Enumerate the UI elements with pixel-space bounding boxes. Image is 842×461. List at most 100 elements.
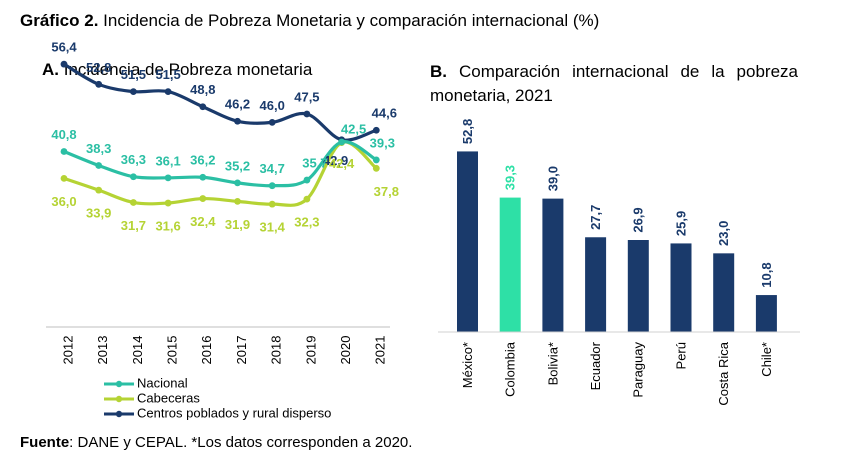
bar-mexico: [457, 151, 478, 332]
data-point-nacional-2014: [130, 173, 137, 181]
category-label-colombia: Colombia: [503, 341, 518, 397]
data-point-cabeceras-2015: [164, 199, 172, 207]
data-label-cabeceras-2015: 31,6: [155, 218, 180, 233]
footer-label: Fuente: [20, 434, 70, 451]
data-label-centros-poblados-y-rural-disperso-2019: 47,5: [294, 89, 319, 104]
category-label-paraguay: Paraguay: [631, 342, 646, 398]
data-label-centros-poblados-y-rural-disperso-2015: 51,5: [155, 67, 180, 82]
data-label-cabeceras-2018: 31,4: [260, 220, 286, 235]
data-point-nacional-2018: [268, 182, 276, 190]
data-point-cabeceras-2019: [303, 195, 311, 203]
data-point-nacional-2019: [303, 176, 311, 184]
bar-ecuador: [585, 237, 607, 332]
data-label-nacional-2019: 35,7: [302, 156, 327, 171]
x-tick-label-2014: 2014: [130, 336, 145, 365]
data-label-nacional-2016: 36,2: [190, 153, 215, 168]
legend-label-nacional: Nacional: [137, 375, 188, 390]
data-label-colombia: 39,3: [503, 165, 518, 190]
data-point-cabeceras-2016: [199, 195, 207, 202]
data-point-cabeceras-2014: [130, 199, 137, 206]
panel-a-title: A. Incidencia de Pobreza monetaria: [42, 60, 312, 80]
data-label-costa-rica: 23,0: [716, 221, 731, 246]
legend-label-cabeceras: Cabeceras: [137, 390, 200, 405]
bar-chile: [755, 295, 777, 332]
x-tick-label-2015: 2015: [165, 336, 180, 365]
x-tick-label-2018: 2018: [269, 336, 284, 365]
data-point-nacional-2017: [234, 179, 241, 187]
category-label-mexico: México*: [460, 342, 475, 388]
data-label-centros-poblados-y-rural-disperso-2017: 46,2: [225, 97, 250, 112]
legend-marker-nacional: [115, 380, 123, 388]
data-label-cabeceras-2020: 42,4: [329, 156, 355, 171]
data-label-centros-poblados-y-rural-disperso-2021: 44,6: [372, 106, 397, 121]
figure-label: Gráfico 2.: [20, 11, 99, 30]
bar-chart-international-comparison: 52,8 México* 39,3 Colombia 39,0 Bolivia* 27,7 E…: [438, 119, 800, 406]
data-label-nacional-2018: 34,7: [260, 161, 285, 176]
data-label-centros-poblados-y-rural-disperso-2014: 51,5: [121, 67, 146, 82]
line-chart-poverty-incidence: 2012 2013 2014 2015 2016 2017 2018 2019 2020 2021…: [46, 40, 399, 420]
data-point-centros-poblados-y-rural-disperso-2017: [234, 117, 241, 125]
figure-title-text: Incidencia de Pobreza Monetaria y compar…: [103, 11, 600, 30]
data-point-centros-poblados-y-rural-disperso-2018: [268, 119, 276, 126]
x-tick-label-2016: 2016: [199, 336, 214, 365]
x-tick-label-2021: 2021: [373, 336, 388, 365]
data-point-centros-poblados-y-rural-disperso-2013: [95, 80, 103, 88]
data-point-nacional-2016: [199, 173, 207, 181]
category-label-peru: Perú: [673, 342, 688, 369]
data-label-cabeceras-2021: 37,8: [374, 184, 399, 199]
data-point-nacional-2013: [95, 162, 103, 169]
data-point-centros-poblados-y-rural-disperso-2015: [164, 88, 172, 95]
data-label-nacional-2013: 38,3: [86, 141, 111, 156]
series-line-nacional: [63, 140, 378, 188]
data-label-paraguay: 26,9: [631, 207, 646, 232]
data-label-cabeceras-2013: 33,9: [86, 206, 111, 221]
data-point-cabeceras-2021: [372, 164, 380, 172]
legend-label-centros-poblados-y-rural-disperso: Centros poblados y rural disperso: [137, 405, 331, 420]
data-label-nacional-2012: 40,8: [51, 127, 76, 142]
data-point-centros-poblados-y-rural-disperso-2019: [303, 110, 311, 118]
data-label-centros-poblados-y-rural-disperso-2018: 46,0: [260, 98, 285, 113]
data-point-centros-poblados-y-rural-disperso-2016: [199, 103, 207, 111]
data-point-nacional-2012: [60, 148, 68, 155]
x-tick-label-2020: 2020: [338, 336, 353, 365]
data-label-nacional-2015: 36,1: [155, 153, 180, 168]
x-tick-label-2012: 2012: [60, 336, 75, 365]
x-tick-label-2019: 2019: [303, 336, 318, 365]
data-point-cabeceras-2017: [234, 197, 241, 205]
panel-a-title-text: Incidencia de Pobreza monetaria: [63, 60, 313, 79]
legend-marker-centros-poblados-y-rural-disperso: [115, 410, 123, 418]
series-line-cabeceras: [63, 140, 378, 207]
panel-a-label: A.: [42, 60, 59, 79]
data-point-nacional-2015: [164, 174, 172, 182]
x-tick-label-2017: 2017: [234, 336, 249, 365]
data-point-centros-poblados-y-rural-disperso-2014: [130, 88, 137, 95]
data-label-peru: 25,9: [673, 211, 688, 236]
category-label-bolivia: Bolivia*: [545, 342, 560, 385]
footer-source: Fuente: DANE y CEPAL. *Los datos corresp…: [20, 434, 412, 451]
figure-title: Gráfico 2. Incidencia de Pobreza Monetar…: [20, 11, 599, 31]
data-label-nacional-2021: 39,3: [370, 135, 395, 150]
panel-b-title: B. Comparación internacional de la pobre…: [430, 60, 798, 108]
data-label-cabeceras-2016: 32,4: [190, 214, 216, 229]
data-label-nacional-2017: 35,2: [225, 158, 250, 173]
bar-bolivia: [542, 198, 564, 332]
data-label-ecuador: 27,7: [588, 205, 603, 230]
data-label-bolivia: 39,0: [545, 166, 560, 191]
series-line-centros-poblados-y-rural-disperso: [63, 62, 377, 142]
data-label-centros-poblados-y-rural-disperso-2012: 56,4: [51, 40, 77, 55]
data-label-cabeceras-2012: 36,0: [51, 194, 76, 209]
category-label-ecuador: Ecuador: [588, 341, 603, 390]
data-point-centros-poblados-y-rural-disperso-2021: [372, 126, 380, 134]
data-point-centros-poblados-y-rural-disperso-2012: [60, 60, 68, 68]
data-label-mexico: 52,8: [460, 119, 475, 144]
data-point-nacional-2020: [338, 138, 345, 146]
data-point-cabeceras-2013: [95, 186, 103, 194]
data-point-cabeceras-2012: [60, 175, 68, 182]
data-label-nacional-2020: 42,5: [341, 121, 366, 136]
category-label-costa-rica: Costa Rica: [716, 341, 731, 405]
data-label-cabeceras-2019: 32,3: [294, 215, 319, 230]
bar-colombia: [499, 197, 521, 332]
data-label-chile: 10,8: [759, 262, 774, 287]
data-label-nacional-2014: 36,3: [121, 152, 146, 167]
data-label-cabeceras-2014: 31,7: [121, 218, 146, 233]
